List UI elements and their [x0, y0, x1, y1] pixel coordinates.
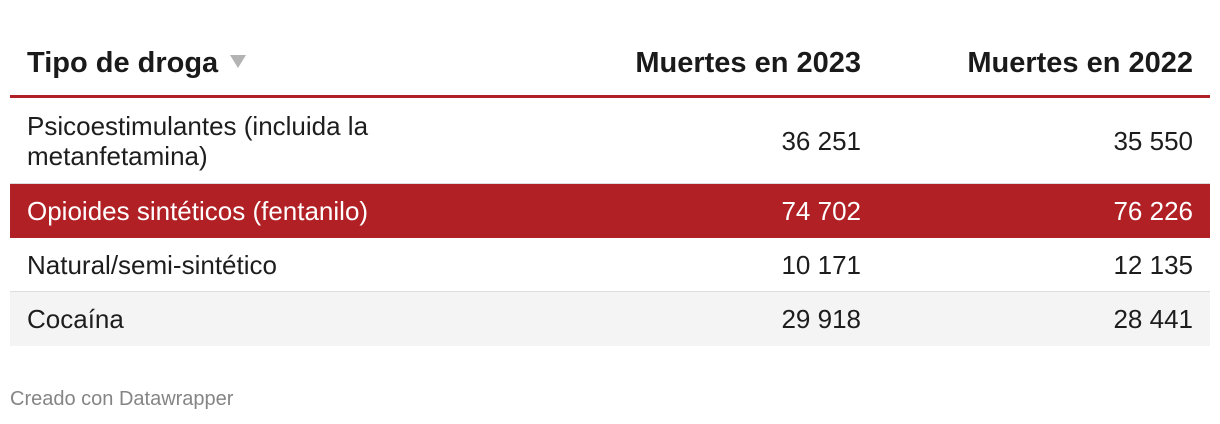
deaths-2022-cell: 12 135 [1113, 249, 1193, 280]
deaths-2022-cell: 28 441 [1113, 304, 1193, 334]
column-header-deaths-2022[interactable]: Muertes en 2022 [967, 46, 1193, 79]
table-row: Cocaína 29 918 28 441 [10, 292, 1210, 346]
column-header-deaths-2023[interactable]: Muertes en 2023 [635, 46, 861, 79]
data-table: Tipo de droga Muertes en 2023 Muertes en… [10, 30, 1210, 346]
deaths-2023-cell: 29 918 [781, 304, 861, 334]
column-header-label: Tipo de droga [27, 46, 219, 79]
table-header: Tipo de droga Muertes en 2023 Muertes en… [10, 30, 1210, 98]
drug-type-cell: Cocaína [27, 304, 124, 334]
table-row: Psicoestimulantes (incluida la metanfeta… [10, 98, 1210, 184]
deaths-2022-cell: 76 226 [1113, 196, 1193, 226]
table-row: Natural/semi-sintético 10 171 12 135 [10, 238, 1210, 292]
column-header-drug-type[interactable]: Tipo de droga [10, 48, 570, 78]
sort-descending-icon[interactable] [230, 55, 247, 69]
drug-type-cell: Opioides sintéticos (fentanilo) [27, 196, 369, 226]
deaths-2023-cell: 74 702 [781, 196, 861, 226]
drug-type-cell: Natural/semi-sintético [27, 249, 277, 280]
deaths-2022-cell: 35 550 [1113, 125, 1193, 156]
drug-type-cell: Psicoestimulantes (incluida la metanfeta… [27, 110, 369, 171]
table-row-highlighted: Opioides sintéticos (fentanilo) 74 702 7… [10, 184, 1210, 238]
deaths-2023-cell: 36 251 [781, 125, 861, 156]
datawrapper-credit[interactable]: Creado con Datawrapper [10, 388, 234, 410]
deaths-2023-cell: 10 171 [781, 249, 861, 280]
